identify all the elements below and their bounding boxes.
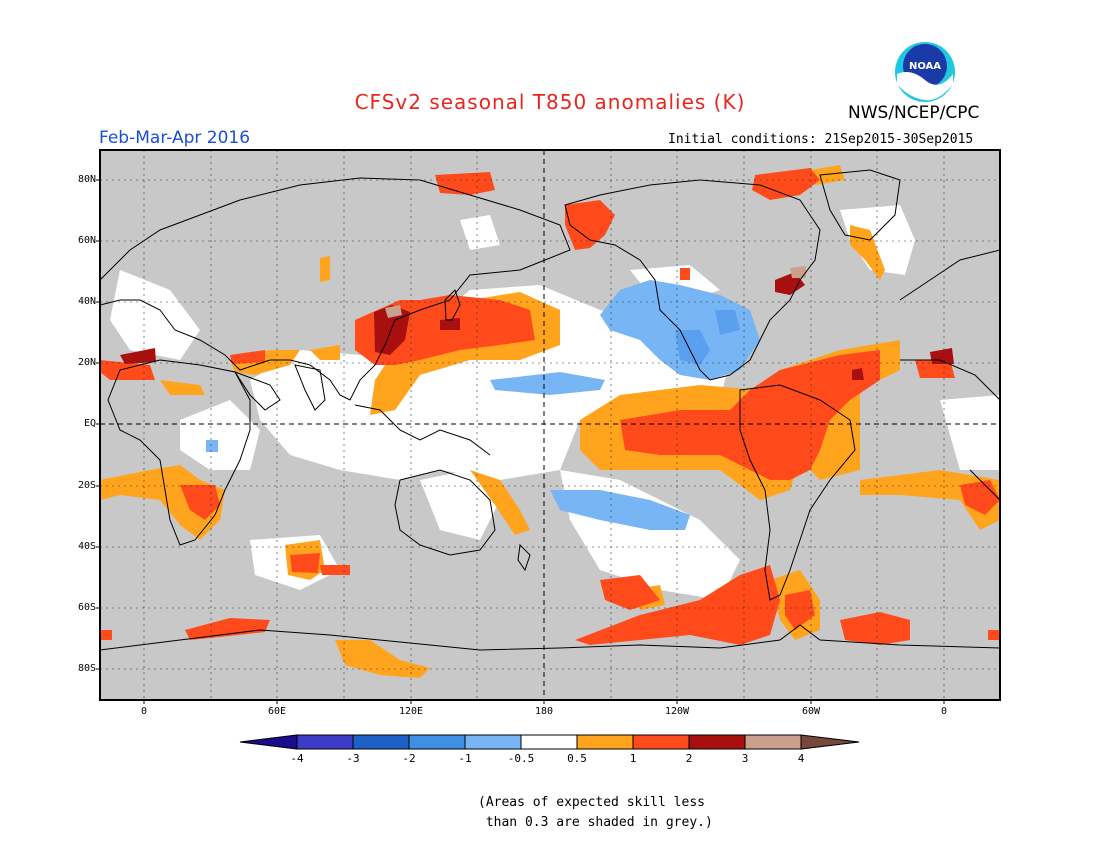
lon-label: 0 — [140, 706, 148, 717]
season-label: Feb-Mar-Apr 2016 — [99, 128, 251, 148]
initial-conditions-label: Initial conditions: 21Sep2015-30Sep2015 — [668, 132, 974, 147]
axis-ticks — [96, 179, 945, 704]
colorbar-label: -1 — [458, 752, 472, 765]
lat-label: 60S — [77, 602, 96, 613]
lat-label: 80N — [77, 174, 96, 185]
lat-label: 40N — [77, 296, 96, 307]
lat-label: 60N — [77, 235, 96, 246]
anomaly-neg1-neg2 — [675, 310, 740, 365]
lon-label: 0 — [940, 706, 948, 717]
lat-label: 20N — [77, 357, 96, 368]
colorbar-label: 4 — [797, 752, 805, 765]
lon-gridlines — [143, 150, 945, 700]
coastlines — [100, 169, 1000, 651]
colorbar-label: -0.5 — [507, 752, 535, 765]
colorbar-label: 3 — [741, 752, 749, 765]
map-frame — [99, 149, 1001, 701]
colorbar-label: 2 — [685, 752, 693, 765]
lon-label: 60E — [267, 706, 287, 717]
footnote-line2: than 0.3 are shaded in grey.) — [478, 815, 713, 830]
lon-label: 120W — [664, 706, 690, 717]
chart-title: CFSv2 seasonal T850 anomalies (K) — [354, 90, 746, 114]
footnote: (Areas of expected skill less than 0.3 a… — [478, 793, 713, 833]
lat-gridlines — [100, 179, 1000, 670]
lat-label: 20S — [77, 480, 96, 491]
colorbar-label: -2 — [402, 752, 416, 765]
org-label: NWS/NCEP/CPC — [848, 103, 980, 123]
colorbar-label: 1 — [629, 752, 637, 765]
lon-label: 60W — [801, 706, 821, 717]
colorbar-label: 0.5 — [567, 752, 587, 765]
anomaly-3-4 — [385, 266, 806, 318]
logo-text: NOAA — [909, 61, 941, 72]
lon-label: 120E — [398, 706, 424, 717]
colorbar-label: -4 — [290, 752, 304, 765]
lon-label: 180 — [534, 706, 554, 717]
colorbar-label: -3 — [346, 752, 360, 765]
footnote-line1: (Areas of expected skill less — [478, 795, 705, 810]
lat-label: EQ — [83, 418, 96, 429]
noaa-logo: NOAA — [893, 40, 957, 104]
lat-label: 80S — [77, 663, 96, 674]
lat-label: 40S — [77, 541, 96, 552]
